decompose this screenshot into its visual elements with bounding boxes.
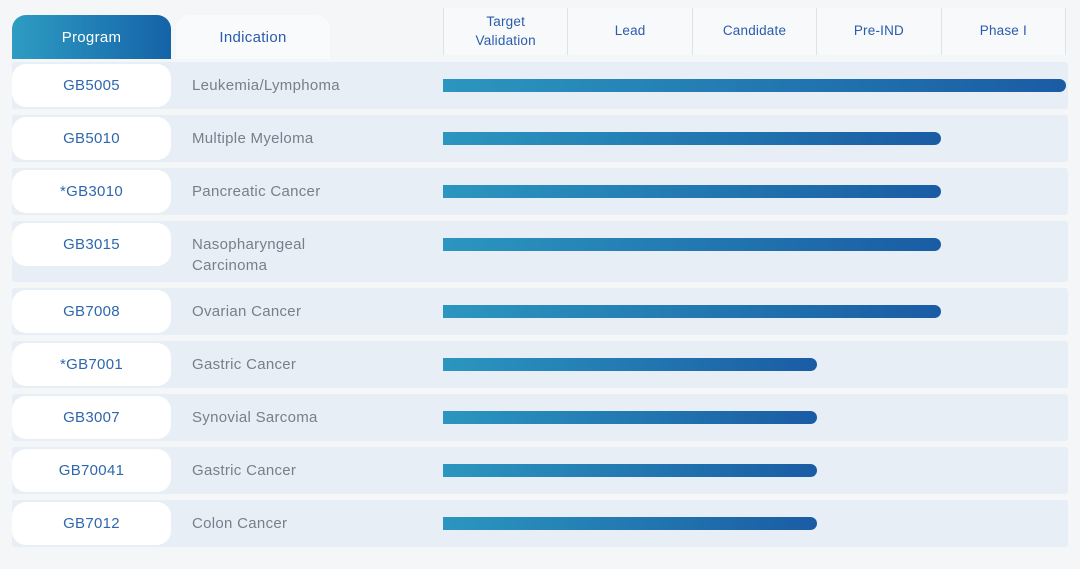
program-badge[interactable]: GB7012 [12,502,171,545]
program-badge[interactable]: GB5005 [12,64,171,107]
program-label: GB3015 [63,236,120,253]
stage-column-header: Pre-IND [816,8,940,55]
tab-indication[interactable]: Indication [176,15,330,59]
progress-track [443,79,1066,92]
tab-program-label: Program [61,28,122,46]
stage-column-header: Candidate [691,8,816,55]
progress-track [443,411,1066,424]
progress-track [443,358,1066,371]
pipeline-row: GB5010 Multiple Myeloma [12,115,1068,162]
tab-program[interactable]: Program [12,15,171,59]
pipeline-row: *GB7001 Gastric Cancer [12,341,1068,388]
progress-track [443,238,1066,251]
indication-label: Multiple Myeloma [192,130,314,147]
progress-bar [443,305,942,318]
pipeline-row: GB7012 Colon Cancer [12,500,1068,547]
program-badge[interactable]: *GB3010 [12,170,171,213]
pipeline-row: GB7008 Ovarian Cancer [12,288,1068,335]
program-label: GB5010 [63,130,120,147]
pipeline-row: GB70041 Gastric Cancer [12,447,1068,494]
indication-label: Synovial Sarcoma [192,409,318,426]
progress-bar [443,358,817,371]
program-label: GB70041 [58,462,125,479]
program-label: GB5005 [63,77,120,94]
progress-track [443,185,1066,198]
stage-column-header: Phase I [940,8,1065,55]
indication-label: Pancreatic Cancer [192,183,321,200]
pipeline-row: GB3015 Nasopharyngeal Carcinoma [12,221,1068,282]
progress-track [443,517,1066,530]
indication-label: Ovarian Cancer [192,303,302,320]
indication-label: Gastric Cancer [192,356,297,373]
indication-label: Colon Cancer [192,515,288,532]
program-label: GB3007 [63,409,120,426]
program-badge[interactable]: GB5010 [12,117,171,160]
tab-indication-label: Indication [219,28,287,46]
pipeline-row: GB5005 Leukemia/Lymphoma [12,62,1068,109]
progress-bar [443,238,942,251]
progress-bar [443,411,817,424]
pipeline-row: *GB3010 Pancreatic Cancer [12,168,1068,215]
indication-label: Leukemia/Lymphoma [192,77,340,94]
program-badge[interactable]: GB3015 [12,223,171,266]
progress-track [443,132,1066,145]
program-badge[interactable]: GB7008 [12,290,171,333]
pipeline-rows: GB5005 Leukemia/Lymphoma GB5010 Multiple… [12,62,1068,553]
progress-bar [443,132,942,145]
progress-bar [443,79,1066,92]
program-badge[interactable]: GB3007 [12,396,171,439]
progress-bar [443,517,817,530]
stage-column-header: Lead [567,8,691,55]
indication-label: Gastric Cancer [192,462,297,479]
program-label: *GB7001 [60,356,123,373]
progress-track [443,305,1066,318]
program-label: GB7008 [63,303,120,320]
pipeline-row: GB3007 Synovial Sarcoma [12,394,1068,441]
progress-bar [443,185,942,198]
program-label: *GB3010 [60,183,123,200]
program-badge[interactable]: *GB7001 [12,343,171,386]
program-label: GB7012 [63,515,120,532]
progress-track [443,464,1066,477]
program-badge[interactable]: GB70041 [12,449,171,492]
stage-column-header: Target Validation [475,14,536,48]
progress-bar [443,464,817,477]
stage-header: Target Validation Lead Candidate Pre-IND… [443,8,1066,55]
indication-label: Nasopharyngeal Carcinoma [192,236,306,274]
